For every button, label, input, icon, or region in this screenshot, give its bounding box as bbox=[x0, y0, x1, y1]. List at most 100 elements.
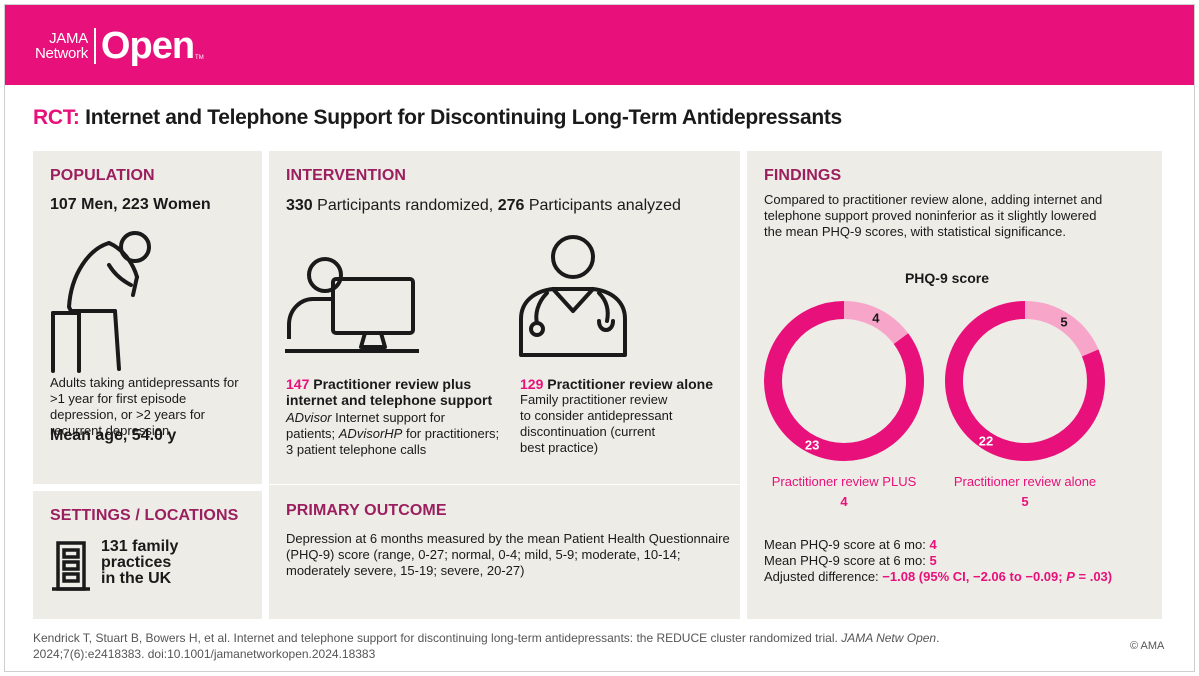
population-heading: POPULATION bbox=[50, 167, 155, 184]
arm2-title: 129 Practitioner review alone bbox=[520, 376, 735, 392]
logo-jama: JAMA bbox=[49, 30, 88, 47]
diff-value-b: = .03) bbox=[1074, 569, 1113, 584]
arm1-number: 147 bbox=[286, 376, 310, 392]
donut-1-remainder-slice bbox=[764, 301, 924, 461]
result2-label: Mean PHQ-9 score at 6 mo: bbox=[764, 553, 930, 568]
settings-heading: SETTINGS / LOCATIONS bbox=[50, 507, 239, 524]
page-title: RCT: Internet and Telephone Support for … bbox=[33, 106, 842, 130]
analyzed-label: Participants analyzed bbox=[524, 197, 681, 214]
findings-results: Mean PHQ-9 score at 6 mo: 4 Mean PHQ-9 s… bbox=[764, 537, 1159, 585]
population-panel: POPULATION 107 Men, 223 Women Adults tak… bbox=[33, 151, 262, 484]
outcome-heading: PRIMARY OUTCOME bbox=[286, 502, 447, 519]
population-mean-age: Mean age, 54.0 y bbox=[50, 427, 177, 444]
arm1-block: 147 Practitioner review plus internet and… bbox=[286, 376, 516, 458]
donut-1-name: Practitioner review PLUS bbox=[772, 474, 917, 489]
result-row-diff: Adjusted difference: −1.08 (95% CI, −2.0… bbox=[764, 569, 1159, 585]
diff-label: Adjusted difference: bbox=[764, 569, 883, 584]
result1-value: 4 bbox=[929, 537, 937, 552]
result-row-2: Mean PHQ-9 score at 6 mo: 5 bbox=[764, 553, 1159, 569]
copyright: © AMA bbox=[1130, 640, 1165, 652]
result-row-1: Mean PHQ-9 score at 6 mo: 4 bbox=[764, 537, 1159, 553]
intervention-heading: INTERVENTION bbox=[286, 167, 407, 184]
arm2-desc-4: best practice) bbox=[520, 440, 599, 455]
chart-title: PHQ-9 score bbox=[905, 270, 989, 286]
citation-journal: JAMA Netw Open bbox=[841, 631, 937, 645]
arm1-desc-3: for practitioners; bbox=[402, 426, 500, 441]
randomized-label: Participants randomized, bbox=[312, 197, 498, 214]
arm2-description: Family practitioner review to consider a… bbox=[520, 392, 735, 456]
arm2-desc-3: discontinuation (current bbox=[520, 424, 656, 439]
arm2-title-text: Practitioner review alone bbox=[543, 376, 713, 392]
donut-1-remainder-label: 23 bbox=[805, 437, 819, 452]
page-frame bbox=[4, 4, 1195, 672]
settings-line-3: in the UK bbox=[101, 570, 172, 587]
outcome-line-3: moderately severe, 15-19; severe, 20-27) bbox=[286, 563, 525, 578]
settings-text: 131 family practices in the UK bbox=[101, 539, 178, 587]
outcome-text: Depression at 6 months measured by the m… bbox=[286, 531, 736, 579]
outcome-line-1: Depression at 6 months measured by the m… bbox=[286, 531, 730, 546]
arm1-description: ADvisor Internet support for patients; AD… bbox=[286, 410, 516, 458]
findings-heading: FINDINGS bbox=[764, 167, 842, 184]
donut-1-score-label: 4 bbox=[872, 311, 880, 326]
arm1-title-line-2: internet and telephone support bbox=[286, 392, 493, 408]
arm1-title-line-1: Practitioner review plus bbox=[309, 376, 472, 392]
settings-panel: SETTINGS / LOCATIONS 131 family practice… bbox=[33, 491, 262, 619]
intervention-participants: 330 Participants randomized, 276 Partici… bbox=[286, 197, 681, 215]
diff-value-a: −1.08 (95% CI, −2.06 to −0.09; bbox=[882, 569, 1067, 584]
arm1-title: 147 Practitioner review plus internet and… bbox=[286, 376, 516, 408]
primary-outcome-panel: PRIMARY OUTCOME Depression at 6 months m… bbox=[269, 485, 740, 619]
citation-authors-title: Kendrick T, Stuart B, Bowers H, et al. I… bbox=[33, 631, 842, 645]
population-description: Adults taking antidepressants for >1 yea… bbox=[50, 375, 239, 438]
logo-network: Network bbox=[35, 45, 88, 62]
donut-2-remainder-slice bbox=[945, 301, 1105, 461]
title-prefix: RCT: bbox=[33, 106, 80, 129]
building-icon bbox=[52, 541, 90, 591]
donut-2-value: 5 bbox=[1021, 494, 1028, 509]
arm1-desc-2: patients; bbox=[286, 426, 339, 441]
arm2-block: 129 Practitioner review alone Family pra… bbox=[520, 376, 735, 456]
seated-distressed-person-icon bbox=[51, 231, 151, 373]
person-at-computer-icon bbox=[285, 257, 419, 353]
analyzed-number: 276 bbox=[497, 197, 525, 214]
logo-small-text: JAMA Network bbox=[35, 31, 88, 61]
jama-network-open-logo[interactable]: JAMA Network Open TM bbox=[35, 27, 204, 65]
outcome-line-2: (PHQ-9) score (range, 0-27; normal, 0-4;… bbox=[286, 547, 681, 562]
diff-p: P bbox=[1066, 569, 1075, 584]
logo-divider bbox=[93, 28, 96, 64]
findings-panel: FINDINGS Compared to practitioner review… bbox=[747, 151, 1162, 619]
phq9-donut-chart: PHQ-9 score 4 23 Practitioner review PLUS 4… bbox=[764, 270, 1105, 509]
citation-line-2[interactable]: 2024;7(6):e2418383. doi:10.1001/jamanetw… bbox=[33, 647, 376, 661]
result2-value: 5 bbox=[929, 553, 937, 568]
donut-1-score-slice bbox=[843, 301, 909, 345]
donut-2-score-label: 5 bbox=[1060, 315, 1067, 330]
logo-trademark: TM bbox=[195, 55, 204, 61]
arm1-desc-1: Internet support for bbox=[331, 410, 445, 425]
findings-line-3: the mean PHQ-9 scores, with statistical … bbox=[764, 224, 1067, 239]
intervention-panel: INTERVENTION 330 Participants randomized… bbox=[269, 151, 740, 484]
donut-2-name: Practitioner review alone bbox=[954, 474, 1096, 489]
findings-line-1: Compared to practitioner review alone, a… bbox=[764, 192, 1103, 207]
settings-line-1: 131 family bbox=[101, 538, 179, 555]
arm1-advisor: ADvisor bbox=[286, 410, 332, 425]
donut-2-score-slice bbox=[1024, 301, 1099, 357]
settings-line-2: practices bbox=[101, 554, 172, 571]
arm1-advisorhp: ADvisorHP bbox=[338, 426, 403, 441]
donut-2-remainder-label: 22 bbox=[979, 433, 993, 448]
citation: Kendrick T, Stuart B, Bowers H, et al. I… bbox=[33, 630, 1013, 662]
citation-line-1: Kendrick T, Stuart B, Bowers H, et al. I… bbox=[33, 630, 1013, 646]
logo-open: Open bbox=[100, 25, 195, 67]
doctor-with-stethoscope-icon bbox=[519, 235, 627, 357]
result1-label: Mean PHQ-9 score at 6 mo: bbox=[764, 537, 930, 552]
citation-period: . bbox=[936, 631, 940, 645]
donut-1-value: 4 bbox=[840, 494, 848, 509]
findings-summary: Compared to practitioner review alone, a… bbox=[764, 192, 1154, 240]
arm2-desc-1: Family practitioner review bbox=[520, 392, 668, 407]
arm1-desc-4: 3 patient telephone calls bbox=[286, 442, 427, 457]
diff-value: −1.08 (95% CI, −2.06 to −0.09; P = .03) bbox=[882, 569, 1112, 584]
arm2-number: 129 bbox=[520, 376, 544, 392]
randomized-number: 330 bbox=[286, 197, 313, 214]
population-counts: 107 Men, 223 Women bbox=[50, 196, 211, 213]
findings-line-2: telephone support proved noninferior as … bbox=[764, 208, 1097, 223]
header-banner: JAMA Network Open TM bbox=[5, 5, 1194, 85]
title-text: Internet and Telephone Support for Disco… bbox=[79, 106, 842, 129]
